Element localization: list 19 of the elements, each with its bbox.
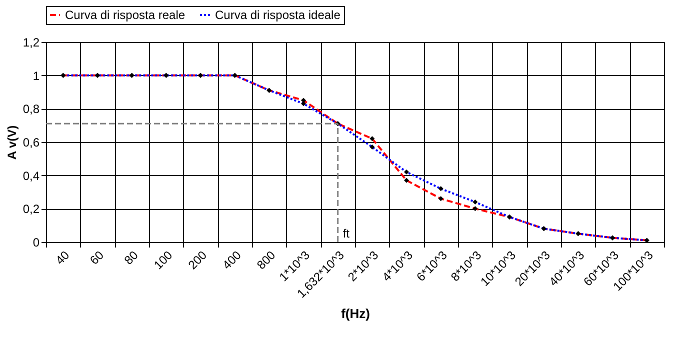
y-axis-title: A v(V) [4,125,19,160]
legend-label: Curva di risposta ideale [215,8,341,22]
x-tick-label: 100 [151,248,176,272]
x-tick-label: 80 [121,248,142,268]
y-tick-label: 0,2 [22,202,40,216]
x-tick-label: 400 [220,248,244,272]
legend-label: Curva di risposta reale [65,8,186,22]
annotation: ft [342,226,350,241]
y-tick-label: 0 [32,236,40,250]
y-tick-label: 0,6 [22,136,40,150]
y-tick-label: 0,4 [22,168,40,183]
x-axis-title: f(Hz) [341,306,370,321]
x-tick-label: 200 [185,248,210,272]
x-tick-label: 60 [87,248,107,268]
x-tick-label: 800 [254,248,278,272]
y-tick-label: 0,8 [22,102,40,116]
y-tick-label: 1 [32,68,40,83]
x-tick-label: 40 [52,248,72,268]
y-tick-label: 1,2 [22,36,40,50]
